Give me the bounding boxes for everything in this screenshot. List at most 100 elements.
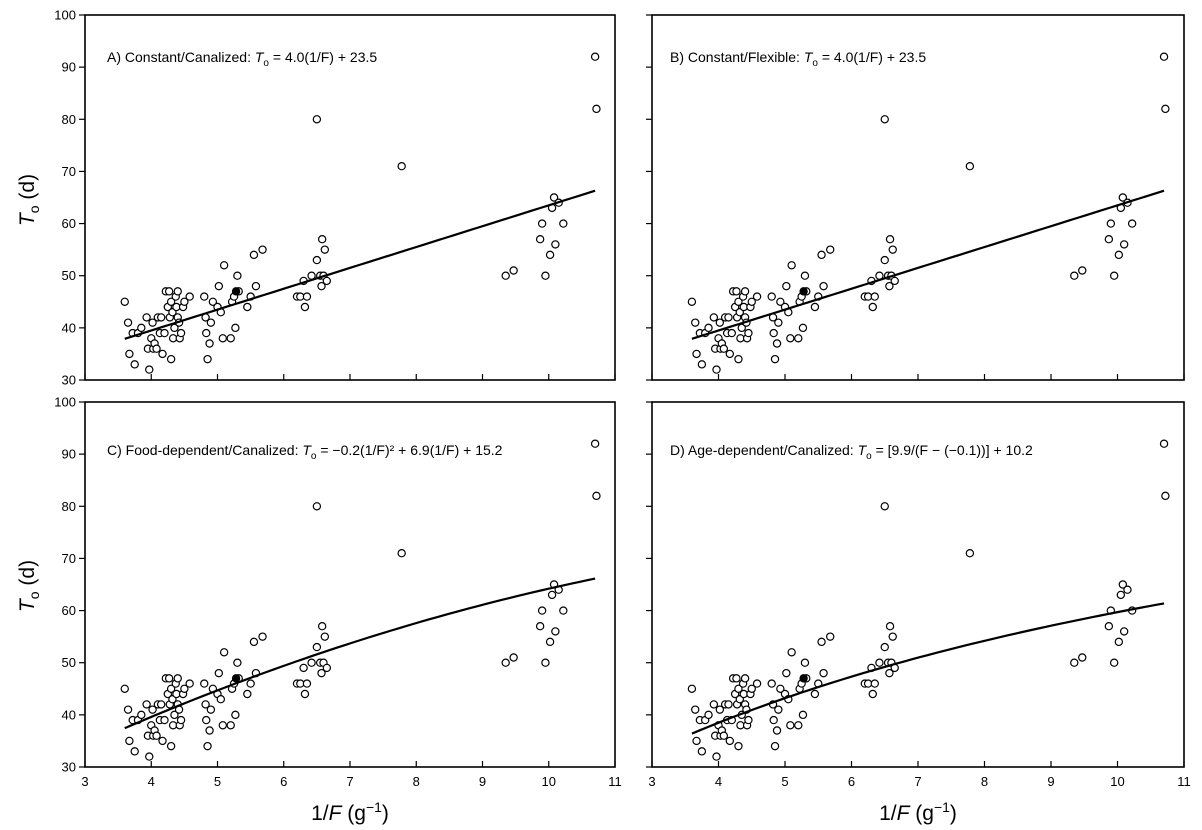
data-point bbox=[1119, 240, 1129, 249]
data-point bbox=[1114, 637, 1124, 647]
data-point bbox=[1109, 658, 1119, 667]
data-point bbox=[302, 679, 312, 688]
data-point bbox=[704, 323, 713, 333]
data-point bbox=[120, 297, 129, 306]
data-point bbox=[692, 736, 701, 746]
data-point bbox=[769, 328, 778, 338]
data-point bbox=[712, 365, 721, 374]
data-point bbox=[317, 622, 327, 631]
data-point bbox=[725, 349, 735, 359]
data-point bbox=[202, 328, 211, 338]
y-tick-label: 100 bbox=[54, 8, 76, 23]
y-tick-label: 60 bbox=[62, 603, 76, 618]
data-point bbox=[819, 281, 828, 291]
data-point bbox=[158, 349, 167, 359]
y-tick-label: 40 bbox=[62, 707, 76, 722]
data-point bbox=[322, 663, 332, 673]
data-point bbox=[180, 684, 189, 693]
data-point bbox=[231, 710, 240, 720]
data-point bbox=[545, 637, 555, 647]
data-point bbox=[817, 250, 826, 260]
data-point bbox=[1119, 627, 1129, 636]
data-point bbox=[226, 721, 235, 730]
y-tick-label: 70 bbox=[62, 164, 76, 179]
data-point bbox=[559, 219, 568, 228]
data-points bbox=[687, 439, 1170, 761]
data-point bbox=[787, 648, 796, 657]
data-point bbox=[1070, 658, 1079, 667]
data-point bbox=[320, 632, 330, 641]
data-point bbox=[1104, 622, 1114, 631]
data-point bbox=[826, 632, 835, 641]
y-tick-label: 50 bbox=[62, 268, 76, 283]
x-tick-label: 3 bbox=[81, 774, 88, 789]
data-point bbox=[205, 726, 214, 735]
data-point bbox=[214, 281, 224, 291]
data-point bbox=[300, 302, 310, 312]
x-tick-label: 4 bbox=[715, 774, 722, 789]
data-point bbox=[734, 354, 743, 364]
data-point bbox=[1123, 585, 1132, 594]
data-point-filled bbox=[799, 287, 808, 296]
data-point bbox=[559, 606, 568, 615]
data-point bbox=[145, 752, 154, 761]
data-point bbox=[697, 360, 707, 369]
data-point bbox=[875, 658, 884, 667]
data-point bbox=[145, 365, 154, 374]
data-point bbox=[156, 313, 166, 322]
data-point bbox=[885, 622, 895, 631]
data-point bbox=[724, 700, 733, 709]
data-point bbox=[774, 705, 783, 714]
data-point bbox=[888, 245, 897, 254]
data-point bbox=[173, 287, 182, 296]
data-point bbox=[734, 741, 743, 751]
data-point bbox=[770, 741, 780, 751]
data-point bbox=[776, 684, 785, 693]
data-point bbox=[243, 302, 252, 312]
data-point bbox=[719, 731, 729, 740]
data-point bbox=[200, 292, 209, 301]
data-point bbox=[152, 731, 161, 740]
data-point bbox=[1104, 235, 1114, 244]
x-tick-label: 6 bbox=[280, 774, 287, 789]
panel-a: 30 40 50 60 70 80 90 100 A) Constant/Canalized:… bbox=[54, 8, 616, 388]
data-point bbox=[205, 339, 214, 348]
data-point bbox=[1078, 653, 1087, 662]
data-point bbox=[772, 726, 782, 735]
data-point bbox=[166, 741, 176, 751]
data-point bbox=[501, 271, 510, 280]
data-point bbox=[312, 502, 322, 511]
data-point bbox=[1159, 52, 1169, 61]
data-point bbox=[185, 679, 194, 688]
data-point bbox=[691, 318, 700, 327]
data-point bbox=[725, 736, 735, 746]
data-point bbox=[312, 642, 322, 652]
axis-ticks bbox=[79, 401, 616, 768]
data-points bbox=[687, 52, 1170, 374]
data-point bbox=[317, 235, 327, 244]
data-point bbox=[509, 266, 518, 275]
data-point bbox=[218, 334, 227, 343]
data-point bbox=[692, 349, 701, 359]
data-point bbox=[774, 318, 783, 327]
data-point bbox=[397, 162, 406, 171]
x-axis-label-right: 1/F (g−1) bbox=[879, 799, 957, 825]
x-tick-label: 10 bbox=[542, 774, 556, 789]
x-tick-label: 7 bbox=[346, 774, 353, 789]
data-point bbox=[551, 627, 560, 636]
fit-line bbox=[124, 577, 596, 730]
y-tick-label: 80 bbox=[62, 112, 76, 127]
data-point bbox=[782, 668, 791, 678]
x-axis-label-left: 1/F (g−1) bbox=[311, 799, 389, 825]
data-point bbox=[880, 642, 889, 652]
data-point bbox=[732, 287, 741, 296]
data-point bbox=[965, 549, 975, 558]
data-point bbox=[715, 318, 725, 327]
data-point bbox=[868, 689, 877, 699]
data-point bbox=[537, 219, 547, 228]
data-point bbox=[819, 668, 828, 678]
data-point bbox=[249, 637, 259, 647]
data-point bbox=[1114, 250, 1124, 260]
data-point-filled bbox=[231, 287, 241, 296]
data-point bbox=[868, 302, 877, 312]
